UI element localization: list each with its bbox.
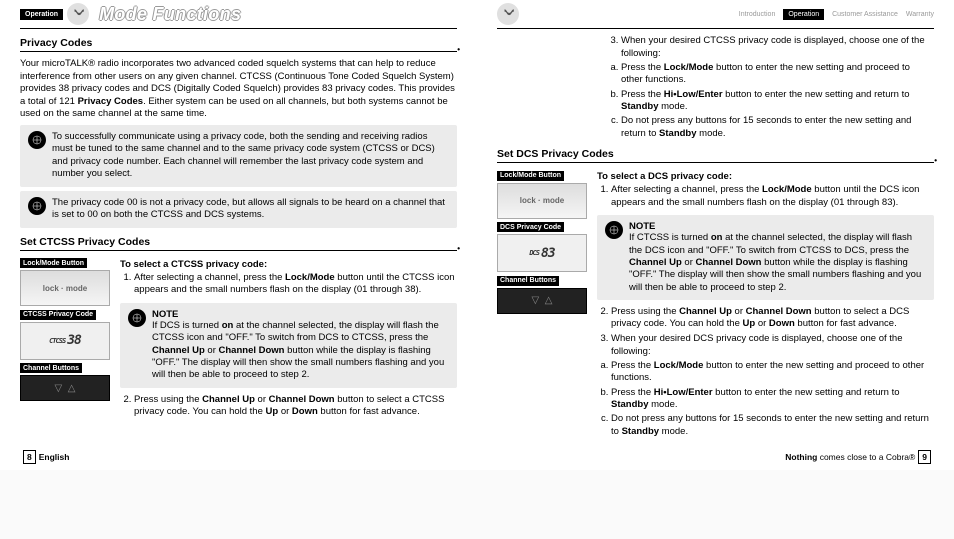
dcs-step-3: When your desired DCS privacy code is di… (611, 333, 934, 358)
lcd-dcs: DCS83 (497, 234, 587, 272)
note-1: To successfully communicate using a priv… (20, 125, 457, 187)
label-dcs: DCS Privacy Code (497, 222, 564, 232)
tab-operation: Operation (783, 9, 824, 20)
footer-left: 8English (20, 452, 69, 462)
label-lockmode: Lock/Mode Button (497, 171, 564, 181)
lockmode-button-image: lock · mode (20, 270, 110, 306)
footer-right: Nothing comes close to a Cobra®9 (785, 452, 934, 462)
ctcss-subheading: To select a CTCSS privacy code: (120, 259, 457, 270)
dcs-steps-cont: Press using the Channel Up or Channel Do… (597, 306, 934, 358)
dcs-subheading: To select a DCS privacy code: (597, 171, 934, 182)
page-title: Mode Functions (99, 4, 241, 25)
ctcss-step-3: When your desired CTCSS privacy code is … (621, 35, 934, 60)
dcs-step3-options: Press the Lock/Mode button to enter the … (611, 360, 934, 438)
info-icon (28, 131, 46, 149)
tab-intro: Introduction (739, 11, 776, 18)
label-ctcss: CTCSS Privacy Code (20, 310, 96, 320)
label-channel: Channel Buttons (497, 276, 559, 286)
info-icon (128, 309, 146, 327)
dcs-steps: After selecting a channel, press the Loc… (597, 184, 934, 209)
dcs-note: NOTEIf CTCSS is turned on at the channel… (597, 215, 934, 300)
section-set-dcs: Set DCS Privacy Codes (497, 148, 934, 163)
channel-buttons-image: ▽ △ (497, 288, 587, 314)
lockmode-button-image: lock · mode (497, 183, 587, 219)
snake-icon (497, 3, 519, 25)
ctcss-note: NOTEIf DCS is turned on at the channel s… (120, 303, 457, 388)
info-icon (605, 221, 623, 239)
header-right: Introduction Operation Customer Assistan… (497, 0, 934, 29)
ctcss-step-1: After selecting a channel, press the Loc… (134, 272, 457, 297)
ctcss-steps-cont: Press using the Channel Up or Channel Do… (120, 394, 457, 419)
note-2: The privacy code 00 is not a privacy cod… (20, 191, 457, 228)
label-channel: Channel Buttons (20, 363, 82, 373)
tab-assist: Customer Assistance (832, 11, 898, 18)
info-icon (28, 197, 46, 215)
ctcss-step-2: Press using the Channel Up or Channel Do… (134, 394, 457, 419)
lcd-ctcss: CTCSS38 (20, 322, 110, 360)
section-set-ctcss: Set CTCSS Privacy Codes (20, 236, 457, 251)
ctcss-step3-options: Press the Lock/Mode button to enter the … (621, 62, 934, 140)
header-tabs: Introduction Operation Customer Assistan… (739, 9, 934, 20)
label-lockmode: Lock/Mode Button (20, 258, 87, 268)
diagram-column: Lock/Mode Button lock · mode CTCSS Priva… (20, 257, 110, 404)
intro-paragraph: Your microTALK® radio incorporates two a… (20, 58, 457, 121)
dcs-step-2: Press using the Channel Up or Channel Do… (611, 306, 934, 331)
header-left: Operation Mode Functions (20, 0, 457, 29)
snake-icon (67, 3, 89, 25)
section-privacy-codes: Privacy Codes (20, 37, 457, 52)
page-left: Operation Mode Functions Privacy Codes Y… (0, 0, 477, 470)
dcs-step-1: After selecting a channel, press the Loc… (611, 184, 934, 209)
diagram-column-dcs: Lock/Mode Button lock · mode DCS Privacy… (497, 169, 587, 316)
channel-buttons-image: ▽ △ (20, 375, 110, 401)
header-section: Operation (20, 9, 63, 20)
ctcss-steps: After selecting a channel, press the Loc… (120, 272, 457, 297)
ctcss-step3: When your desired CTCSS privacy code is … (607, 35, 934, 60)
tab-warranty: Warranty (906, 11, 934, 18)
page-right: Introduction Operation Customer Assistan… (477, 0, 954, 470)
spread: Operation Mode Functions Privacy Codes Y… (0, 0, 954, 470)
